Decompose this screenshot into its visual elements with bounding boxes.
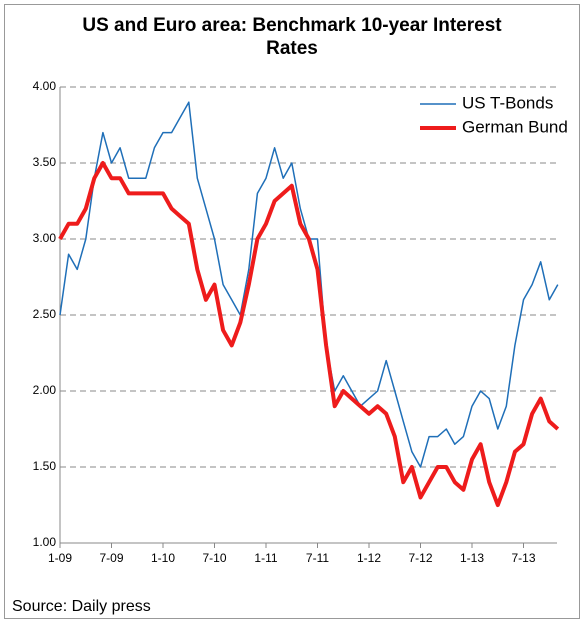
x-tick-label: 1-12: [357, 551, 381, 565]
x-tick-label: 1-11: [254, 551, 277, 565]
frame: [4, 4, 580, 619]
x-tick-label: 1-10: [151, 551, 175, 565]
x-tick-label: 1-13: [460, 551, 484, 565]
y-tick-label: 4.00: [33, 79, 57, 93]
y-tick-label: 2.50: [33, 307, 57, 321]
legend-label: German Bund: [462, 117, 568, 136]
x-tick-label: 7-10: [202, 551, 226, 565]
series-line: [58, 161, 560, 507]
y-tick-label: 3.00: [33, 231, 57, 245]
x-tick-label: 7-13: [511, 551, 535, 565]
y-tick-label: 1.00: [33, 535, 57, 549]
legend-label: US T-Bonds: [462, 93, 553, 112]
x-tick-label: 1-09: [48, 551, 72, 565]
y-tick-label: 1.50: [33, 459, 57, 473]
chart-title: US and Euro area: Benchmark 10-year Inte…: [82, 15, 502, 59]
y-tick-label: 2.00: [33, 383, 57, 397]
source: Source: Daily press: [12, 598, 151, 615]
y-tick-label: 3.50: [33, 155, 57, 169]
x-tick-label: 7-11: [306, 551, 329, 565]
x-tick-label: 7-12: [408, 551, 432, 565]
x-tick-label: 7-09: [99, 551, 123, 565]
